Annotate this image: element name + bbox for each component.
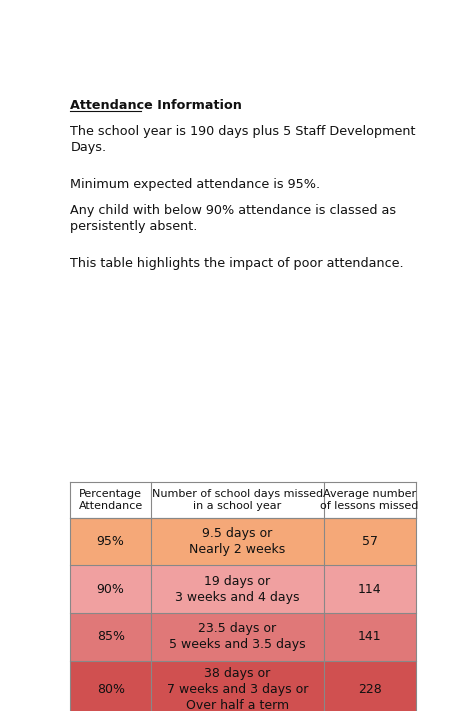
Text: Number of school days missed
in a school year: Number of school days missed in a school… [152, 489, 323, 511]
Bar [70, 661, 151, 711]
Text: Average number
of lessons missed: Average number of lessons missed [320, 489, 419, 511]
Bar [151, 565, 324, 613]
Bar [324, 613, 416, 661]
Bar [70, 565, 151, 613]
Bar [324, 518, 416, 565]
Text: 90%: 90% [97, 583, 125, 596]
Bar [70, 518, 151, 565]
Text: 85%: 85% [97, 631, 125, 643]
Text: 38 days or
7 weeks and 3 days or
Over half a term: 38 days or 7 weeks and 3 days or Over ha… [167, 667, 308, 711]
Text: Minimum expected attendance is 95%.: Minimum expected attendance is 95%. [70, 178, 320, 191]
Text: 141: 141 [358, 631, 382, 643]
Text: 80%: 80% [97, 683, 125, 696]
Text: The school year is 190 days plus 5 Staff Development
Days.: The school year is 190 days plus 5 Staff… [70, 125, 416, 154]
Bar [151, 661, 324, 711]
Bar [151, 518, 324, 565]
Text: 23.5 days or
5 weeks and 3.5 days: 23.5 days or 5 weeks and 3.5 days [169, 622, 306, 651]
Text: This table highlights the impact of poor attendance.: This table highlights the impact of poor… [70, 257, 404, 269]
Bar [324, 661, 416, 711]
Bar [70, 482, 416, 518]
Text: 57: 57 [362, 535, 378, 548]
Bar [324, 565, 416, 613]
Bar [151, 613, 324, 661]
Text: 95%: 95% [97, 535, 125, 548]
Text: 9.5 days or
Nearly 2 weeks: 9.5 days or Nearly 2 weeks [189, 527, 285, 556]
Text: Attendance Information: Attendance Information [70, 99, 242, 112]
Text: Any child with below 90% attendance is classed as
persistently absent.: Any child with below 90% attendance is c… [70, 204, 396, 233]
Text: 228: 228 [358, 683, 382, 696]
Text: 114: 114 [358, 583, 382, 596]
Text: 19 days or
3 weeks and 4 days: 19 days or 3 weeks and 4 days [175, 574, 300, 604]
Bar [70, 613, 151, 661]
Text: Percentage
Attendance: Percentage Attendance [79, 489, 143, 511]
